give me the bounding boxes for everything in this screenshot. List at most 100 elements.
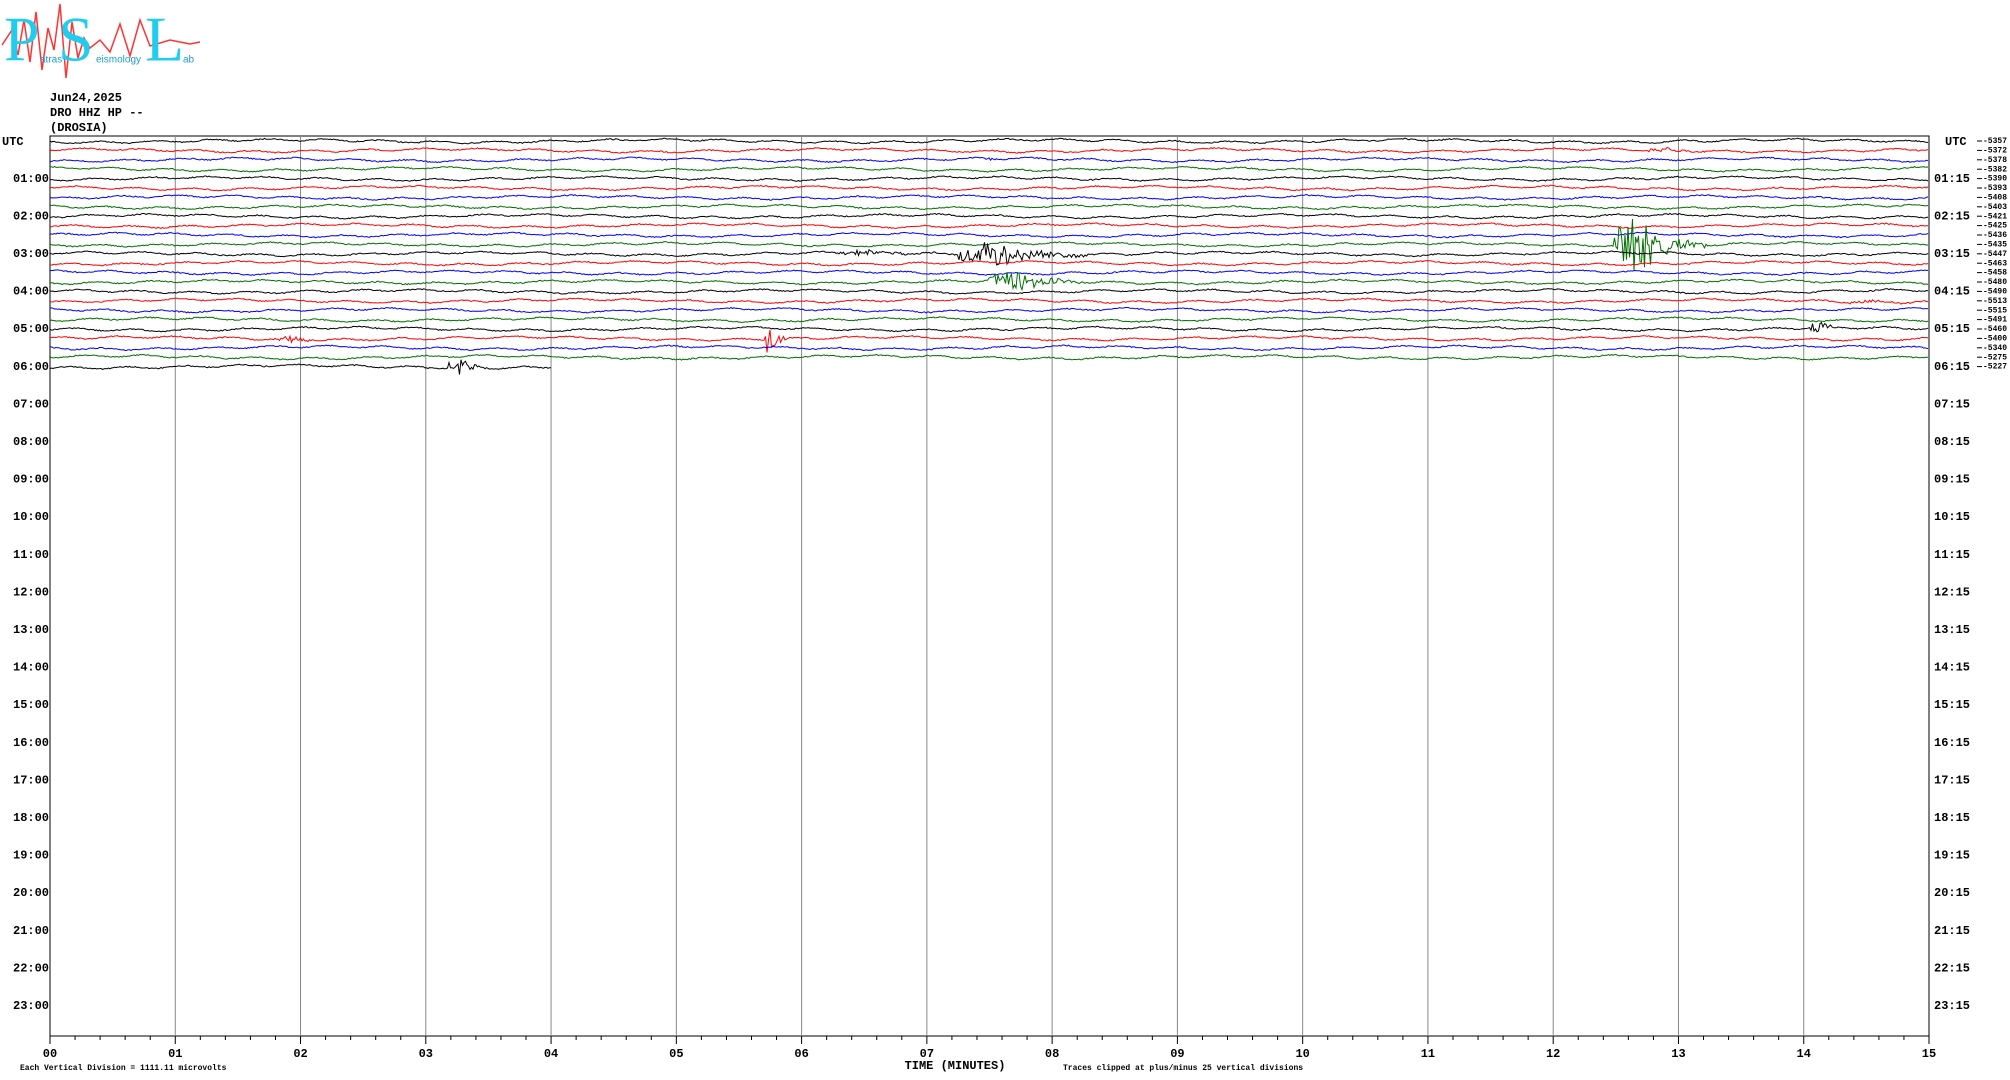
left-hour-label: 04:00 (13, 285, 49, 299)
trace-offset: -5480 (1983, 278, 2007, 287)
trace-offset: -5357 (1983, 137, 2007, 146)
left-hour-label: 01:00 (13, 172, 49, 186)
right-hour-label: 08:15 (1934, 435, 1970, 449)
left-hour-label: 08:00 (13, 435, 49, 449)
logo: P S L atras eismology ab (1, 3, 201, 79)
trace-offset: -5378 (1983, 156, 2007, 165)
trace-offset: -5393 (1983, 184, 2007, 193)
right-hour-label: 10:15 (1934, 510, 1970, 524)
trace-offset: -5463 (1983, 259, 2007, 268)
x-tick-label: 15 (1922, 1047, 1936, 1061)
x-tick-label: 05 (669, 1047, 683, 1061)
right-hour-label: 23:15 (1934, 999, 1970, 1013)
trace-offset: -5435 (1983, 241, 2007, 250)
trace-offset: -5490 (1983, 288, 2007, 297)
trace (49, 203, 1929, 211)
trace-offset: -5390 (1983, 175, 2007, 184)
trace-offset: -5421 (1983, 212, 2007, 221)
trace (49, 146, 1929, 154)
trace-offset: -5491 (1983, 316, 2007, 325)
x-tick-label: 06 (794, 1047, 808, 1061)
trace-offset: -5275 (1983, 353, 2007, 362)
left-hour-label: 07:00 (13, 397, 49, 411)
trace-offset: -5447 (1983, 250, 2007, 259)
right-hour-label: 06:15 (1934, 360, 1970, 374)
x-tick-label: 02 (293, 1047, 307, 1061)
trace (49, 353, 1929, 361)
trace (49, 231, 1929, 239)
right-hour-label: 22:15 (1934, 961, 1970, 975)
scale-note: Each Vertical Division = 1111.11 microvo… (20, 1064, 227, 1073)
x-tick-label: 08 (1045, 1047, 1059, 1061)
trace (49, 137, 1929, 145)
right-hour-label: 21:15 (1934, 924, 1970, 938)
trace-offset: -5227 (1983, 363, 2007, 372)
trace (49, 156, 1929, 164)
left-hour-label: 20:00 (13, 886, 49, 900)
left-axis-title: UTC (2, 135, 24, 149)
trace (49, 359, 551, 375)
trace (49, 321, 1929, 333)
logo-word: atras (40, 55, 62, 66)
x-tick-label: 09 (1170, 1047, 1184, 1061)
trace (49, 271, 1929, 292)
left-hour-label: 10:00 (13, 510, 49, 524)
trace (49, 242, 1929, 266)
x-tick-label: 07 (920, 1047, 934, 1061)
logo-letter: P (4, 4, 40, 75)
left-hour-label: 21:00 (13, 924, 49, 938)
x-tick-label: 04 (544, 1047, 558, 1061)
right-hour-label: 14:15 (1934, 661, 1970, 675)
trace-offset: -5515 (1983, 306, 2007, 315)
right-hour-label: 18:15 (1934, 811, 1970, 825)
left-hour-label: 05:00 (13, 322, 49, 336)
trace-offset: -5425 (1983, 222, 2007, 231)
x-tick-label: 03 (419, 1047, 433, 1061)
left-hour-label: 02:00 (13, 209, 49, 223)
right-hour-label: 12:15 (1934, 585, 1970, 599)
left-hour-label: 19:00 (13, 849, 49, 863)
trace-offset: -5460 (1983, 325, 2007, 334)
left-hour-label: 12:00 (13, 585, 49, 599)
right-hour-label: 09:15 (1934, 473, 1970, 487)
right-hour-label: 19:15 (1934, 849, 1970, 863)
x-tick-label: 12 (1546, 1047, 1560, 1061)
left-hour-label: 13:00 (13, 623, 49, 637)
left-hour-label: 11:00 (13, 548, 49, 562)
x-tick-label: 10 (1295, 1047, 1309, 1061)
left-hour-label: 18:00 (13, 811, 49, 825)
trace (50, 344, 1929, 352)
trace-offset: -5513 (1983, 297, 2007, 306)
logo-word: ab (183, 55, 195, 66)
trace (50, 212, 1929, 220)
x-axis-label: TIME (MINUTES) (905, 1059, 1006, 1073)
left-hour-label: 17:00 (13, 773, 49, 787)
logo-letter: S (58, 4, 94, 75)
right-hour-label: 03:15 (1934, 247, 1970, 261)
right-hour-label: 13:15 (1934, 623, 1970, 637)
left-hour-label: 03:00 (13, 247, 49, 261)
plot-frame (49, 135, 1930, 1037)
station: DRO HHZ HP -- (50, 106, 144, 120)
left-hour-label: 09:00 (13, 473, 49, 487)
right-hour-label: 11:15 (1934, 548, 1970, 562)
trace (49, 288, 1929, 295)
trace (49, 316, 1929, 324)
date: Jun24,2025 (50, 91, 122, 105)
right-hour-label: 20:15 (1934, 886, 1970, 900)
right-hour-label: 17:15 (1934, 773, 1970, 787)
trace (49, 222, 1929, 229)
right-hour-label: 02:15 (1934, 209, 1970, 223)
trace-offset: -5403 (1983, 203, 2007, 212)
left-hour-label: 14:00 (13, 661, 49, 675)
right-hour-label: 07:15 (1934, 397, 1970, 411)
trace-offset: -5458 (1983, 269, 2007, 278)
trace-offset: -5408 (1983, 194, 2007, 203)
x-tick-label: 11 (1421, 1047, 1435, 1061)
trace (49, 259, 1929, 267)
trace (49, 306, 1929, 314)
trace (49, 329, 1929, 353)
logo-wave (1, 3, 201, 79)
trace-offset: -5382 (1983, 165, 2007, 174)
